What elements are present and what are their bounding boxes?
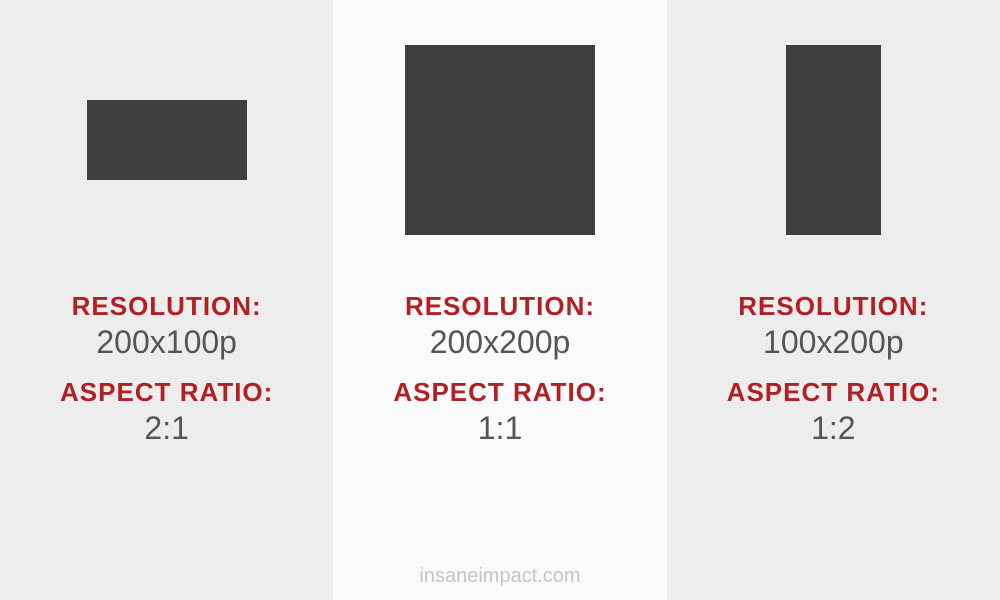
aspect-value-2: 1:1 <box>333 410 666 447</box>
aspect-label-1: ASPECT RATIO: <box>0 377 333 408</box>
aspect-label-2: ASPECT RATIO: <box>333 377 666 408</box>
resolution-label-1: RESOLUTION: <box>0 291 333 322</box>
infographic-container: RESOLUTION: 200x100p ASPECT RATIO: 2:1 R… <box>0 0 1000 600</box>
aspect-label-3: ASPECT RATIO: <box>667 377 1000 408</box>
panel-3: RESOLUTION: 100x200p ASPECT RATIO: 1:2 <box>667 0 1000 600</box>
text-block-2: RESOLUTION: 200x200p ASPECT RATIO: 1:1 <box>333 275 666 447</box>
aspect-shape-1 <box>87 100 247 180</box>
aspect-shape-3 <box>786 45 881 235</box>
panel-1: RESOLUTION: 200x100p ASPECT RATIO: 2:1 <box>0 0 333 600</box>
aspect-value-1: 2:1 <box>0 410 333 447</box>
shape-wrap-1 <box>0 30 333 250</box>
text-block-1: RESOLUTION: 200x100p ASPECT RATIO: 2:1 <box>0 275 333 447</box>
text-block-3: RESOLUTION: 100x200p ASPECT RATIO: 1:2 <box>667 275 1000 447</box>
aspect-shape-2 <box>405 45 595 235</box>
watermark-text: insaneimpact.com <box>419 565 580 588</box>
resolution-label-3: RESOLUTION: <box>667 291 1000 322</box>
shape-wrap-3 <box>667 30 1000 250</box>
resolution-value-3: 100x200p <box>667 324 1000 361</box>
resolution-value-1: 200x100p <box>0 324 333 361</box>
shape-wrap-2 <box>333 30 666 250</box>
panel-2: RESOLUTION: 200x200p ASPECT RATIO: 1:1 <box>333 0 666 600</box>
aspect-value-3: 1:2 <box>667 410 1000 447</box>
resolution-value-2: 200x200p <box>333 324 666 361</box>
resolution-label-2: RESOLUTION: <box>333 291 666 322</box>
